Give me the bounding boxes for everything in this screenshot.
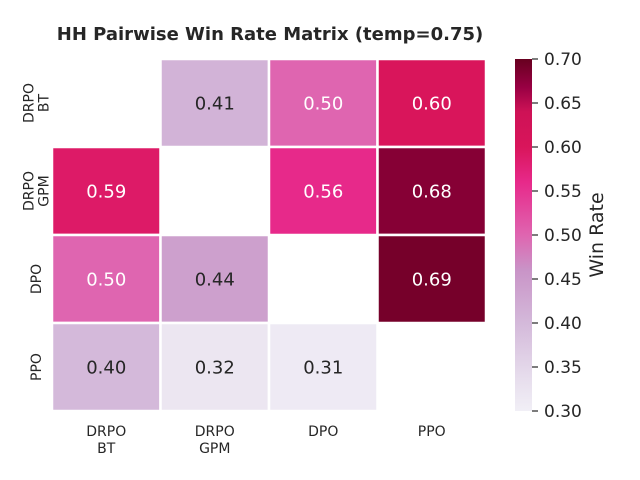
cell-value-label: 0.31 [303,358,343,379]
x-tick-text: GPM [199,441,230,457]
cell-value-label: 0.41 [195,94,235,115]
colorbar-tick-label: 0.35 [544,358,582,378]
colorbar-ticks: 0.30 0.35 0.40 0.45 0.50 0.55 0.60 0.65 0.70 [532,50,582,422]
cell-value-label: 0.60 [412,94,452,115]
cell-value-label: 0.56 [303,182,343,203]
heatmap-cell [376,233,488,325]
heatmap-cell [159,57,271,149]
colorbar-tick-label: 0.30 [544,402,582,422]
heatmap-cells: 0.41 0.50 0.60 0.59 0.56 0.68 0.50 0.44 0.69 0.40… [50,57,488,413]
heatmap-cell [267,321,379,413]
chart-title: HH Pairwise Win Rate Matrix (temp=0.75) [57,24,483,45]
x-tick-label: DPO [308,424,338,440]
heatmap-cell [376,145,488,237]
y-tick-label: DRPO GPM [22,171,53,211]
y-tick-label: DRPO BT [22,83,53,123]
y-tick-text: DRPO [22,171,38,211]
colorbar-tick-label: 0.40 [544,314,582,334]
cell-value-label: 0.69 [412,270,452,291]
colorbar-tick-label: 0.65 [544,94,582,114]
colorbar-tick-label: 0.55 [544,182,582,202]
heatmap-cell [50,321,162,413]
colorbar: 0.30 0.35 0.40 0.45 0.50 0.55 0.60 0.65 0.70 Win… [515,50,608,422]
colorbar-tick-label: 0.50 [544,226,582,246]
colorbar-label: Win Rate [586,192,608,277]
colorbar-tick-label: 0.45 [544,270,582,290]
colorbar-gradient [515,59,532,411]
y-tick-label: DPO [29,264,45,294]
heatmap-cell [267,57,379,149]
y-tick-text: PPO [29,353,45,381]
y-tick-text: DPO [29,264,45,294]
x-tick-text: DRPO [86,424,126,440]
cell-value-label: 0.50 [86,270,126,291]
heatmap-cell [50,145,162,237]
colorbar-tick-label: 0.60 [544,138,582,158]
colorbar-tick-label: 0.70 [544,50,582,70]
cell-value-label: 0.68 [412,182,452,203]
x-tick-label: PPO [418,424,446,440]
x-tick-text: PPO [418,424,446,440]
cell-value-label: 0.59 [86,182,126,203]
y-tick-label: PPO [29,353,45,381]
cell-value-label: 0.50 [303,94,343,115]
x-tick-text: BT [97,441,116,457]
y-tick-text: BT [37,93,53,112]
x-tick-text: DRPO [195,424,235,440]
y-tick-text: GPM [37,175,53,206]
x-tick-text: DPO [308,424,338,440]
heatmap-cell [159,233,271,325]
cell-value-label: 0.44 [195,270,235,291]
heatmap-cell [267,145,379,237]
cell-value-label: 0.40 [86,358,126,379]
cell-value-label: 0.32 [195,358,235,379]
y-tick-text: DRPO [22,83,38,123]
